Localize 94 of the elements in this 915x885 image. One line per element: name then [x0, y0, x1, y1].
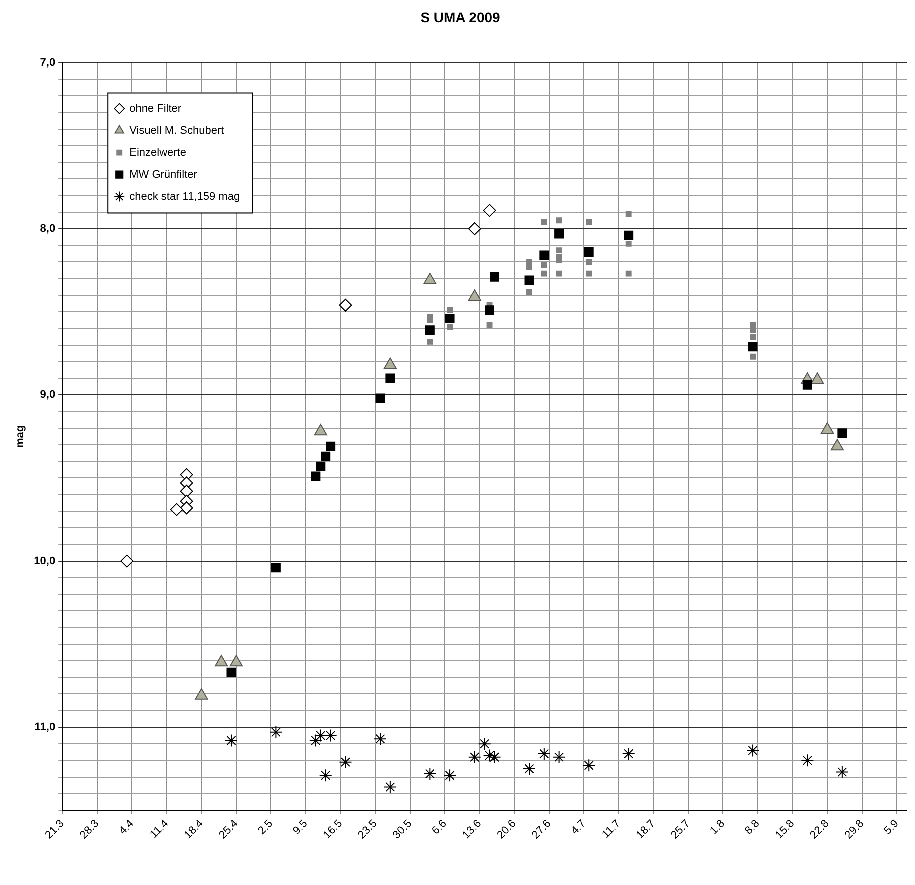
point	[468, 222, 482, 236]
y-tick-label: 8,0	[40, 222, 56, 235]
point	[552, 750, 566, 764]
x-tick-label: 5.9	[882, 818, 902, 838]
point	[427, 338, 434, 345]
x-tick-label: 11.4	[148, 818, 172, 842]
point	[478, 738, 492, 751]
point	[314, 729, 328, 742]
point	[319, 769, 332, 782]
y-tick-label: 11,0	[34, 721, 56, 734]
point	[427, 317, 434, 324]
point	[424, 767, 437, 780]
y-axis-title: mag	[14, 425, 27, 448]
y-tick-label: 7,0	[40, 56, 56, 69]
point	[802, 380, 812, 390]
point	[624, 230, 634, 240]
point	[748, 342, 758, 352]
point	[468, 750, 482, 764]
point	[626, 211, 632, 217]
point	[180, 502, 194, 515]
legend-label: ohne Filter	[130, 102, 182, 115]
point	[750, 354, 756, 360]
x-tick-label: 4.4	[117, 818, 136, 838]
point	[483, 204, 496, 218]
x-tick-label: 1.8	[708, 818, 728, 838]
point	[120, 554, 134, 568]
point	[445, 314, 455, 324]
point	[339, 298, 352, 312]
point	[586, 270, 592, 277]
point	[582, 759, 596, 772]
x-tick-label: 8.8	[742, 818, 762, 838]
point	[376, 394, 386, 404]
point	[541, 262, 548, 268]
point	[224, 734, 238, 748]
point	[554, 229, 564, 239]
point	[311, 472, 321, 482]
point	[324, 729, 338, 742]
point	[584, 247, 594, 257]
point	[556, 270, 562, 277]
point	[524, 276, 534, 286]
point	[626, 240, 632, 247]
legend-label: Einzelwerte	[130, 146, 186, 159]
y-tick-label: 10,0	[34, 555, 56, 568]
point	[483, 749, 496, 762]
point	[486, 322, 493, 328]
point	[374, 732, 387, 746]
point	[801, 754, 814, 768]
point	[485, 306, 495, 316]
point	[425, 326, 435, 336]
point	[541, 270, 548, 277]
point	[447, 324, 454, 330]
point	[586, 219, 592, 226]
point	[488, 750, 502, 764]
x-tick-label: 6.6	[430, 818, 450, 838]
x-tick-label: 4.7	[569, 818, 588, 838]
point	[526, 289, 532, 296]
point	[170, 503, 184, 516]
point	[271, 563, 281, 573]
point	[226, 668, 236, 678]
point	[386, 374, 396, 384]
point	[384, 780, 397, 794]
point	[541, 219, 548, 226]
point	[447, 307, 454, 314]
point	[444, 769, 457, 782]
point	[820, 422, 834, 434]
point	[586, 259, 592, 266]
point	[746, 744, 760, 758]
point	[526, 264, 532, 270]
point	[622, 748, 636, 761]
point	[523, 762, 536, 776]
point	[556, 248, 562, 254]
point	[538, 748, 551, 761]
point	[836, 766, 849, 779]
y-tick-label: 9,0	[40, 389, 56, 402]
x-tick-label: 9.5	[290, 818, 310, 838]
legend-label: Visuell M. Schubert	[130, 124, 224, 137]
point	[556, 218, 562, 224]
point	[838, 428, 848, 438]
point	[750, 334, 756, 340]
point	[270, 726, 283, 739]
point	[316, 462, 326, 472]
point	[626, 270, 632, 277]
point	[556, 258, 562, 264]
legend-label: check star 11,159 mag	[130, 190, 240, 203]
legend-label: MW Grünfilter	[130, 168, 198, 181]
point	[326, 442, 336, 452]
point	[750, 327, 756, 334]
point	[321, 452, 331, 462]
chart-title: S UMA 2009	[420, 9, 501, 26]
x-tick-label: 2.5	[256, 818, 276, 838]
point	[490, 272, 500, 282]
point	[309, 734, 322, 748]
point	[339, 756, 352, 769]
point	[540, 250, 550, 260]
